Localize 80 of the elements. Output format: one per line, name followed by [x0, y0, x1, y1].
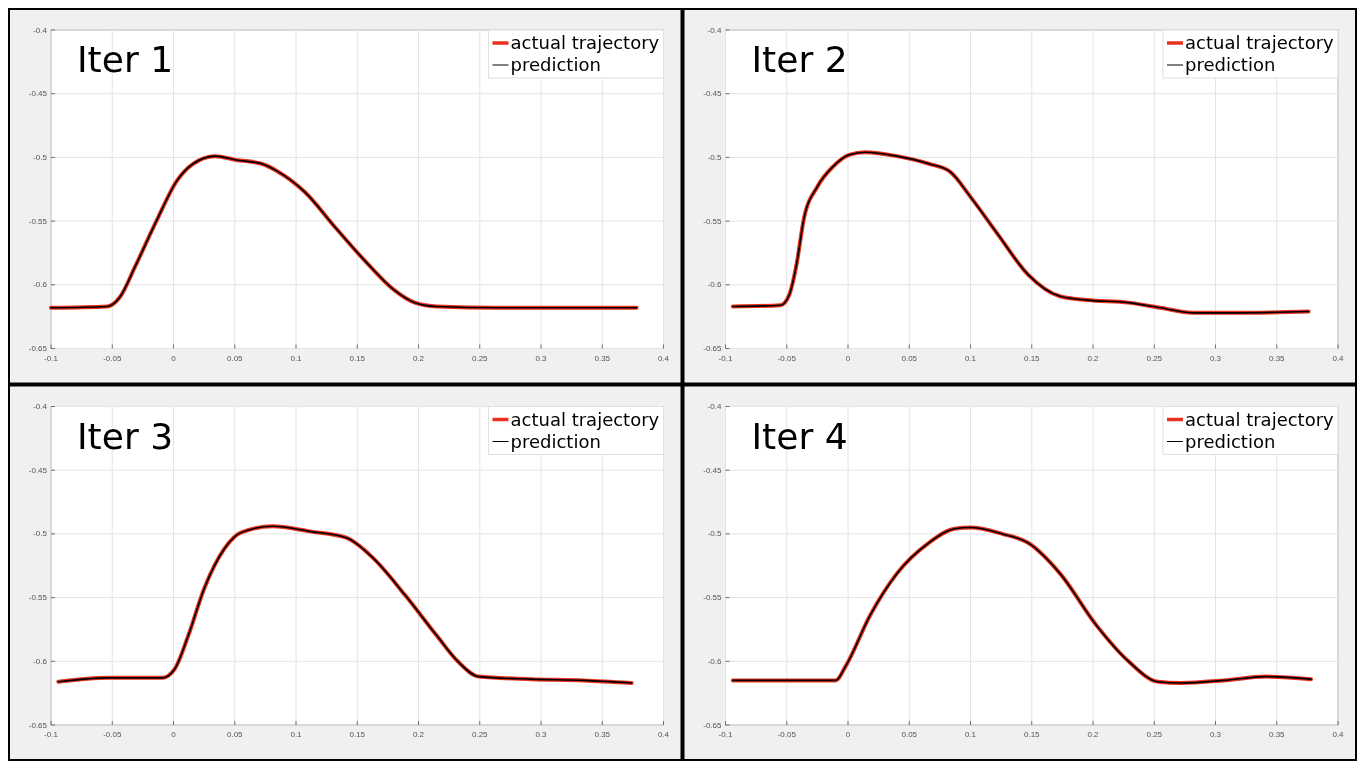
x-tick-label: 0: [845, 730, 851, 739]
x-tick-label: -0.05: [103, 353, 122, 363]
x-tick-label: 0.1: [964, 353, 977, 363]
y-tick-label: -0.5: [33, 152, 48, 162]
chart-title: Iter 4: [751, 415, 848, 457]
x-tick-label: 0.05: [901, 353, 918, 363]
x-tick-label: 0.4: [657, 730, 670, 739]
x-tick-label: 0.25: [1146, 353, 1163, 363]
legend-label: actual trajectory: [510, 32, 660, 54]
y-tick-label: -0.45: [28, 465, 48, 475]
y-tick-label: -0.65: [703, 344, 723, 354]
x-tick-label: -0.1: [718, 353, 733, 363]
x-tick-label: 0.05: [226, 730, 244, 739]
x-tick-label: 0.15: [1023, 353, 1041, 363]
x-tick-label: 0.3: [1209, 730, 1222, 739]
legend-label: actual trajectory: [510, 408, 660, 430]
y-tick-label: -0.65: [28, 720, 48, 730]
x-tick-label: 0.35: [1268, 353, 1286, 363]
x-tick-label: 0.2: [412, 730, 425, 739]
y-tick-label: -0.55: [703, 216, 723, 226]
x-tick-label: 0.4: [1332, 353, 1345, 363]
y-tick-label: -0.65: [703, 720, 723, 730]
y-tick-label: -0.4: [707, 25, 723, 35]
x-tick-label: 0.35: [594, 730, 611, 739]
x-tick-label: 0.15: [1023, 730, 1041, 739]
legend-label: prediction: [510, 430, 601, 452]
x-tick-label: -0.05: [777, 353, 797, 363]
x-tick-label: -0.1: [44, 353, 59, 363]
x-tick-label: 0.25: [471, 730, 489, 739]
y-tick-label: -0.4: [707, 402, 723, 412]
y-tick-label: -0.5: [707, 152, 723, 162]
x-tick-label: 0.4: [657, 353, 670, 363]
x-tick-label: 0.15: [349, 353, 366, 363]
chart-title: Iter 2: [751, 39, 848, 80]
x-tick-label: 0.35: [1268, 730, 1286, 739]
y-tick-label: -0.65: [28, 344, 48, 354]
x-tick-label: -0.05: [777, 730, 797, 739]
x-tick-label: 0.2: [1087, 353, 1100, 363]
x-tick-label: 0.25: [471, 353, 489, 363]
x-tick-label: 0.1: [964, 730, 977, 739]
x-tick-label: 0: [171, 730, 177, 739]
y-tick-label: -0.4: [33, 25, 48, 35]
x-tick-label: 0.35: [594, 353, 611, 363]
y-tick-label: -0.45: [28, 89, 48, 99]
y-tick-label: -0.45: [703, 89, 723, 99]
x-tick-label: 0.3: [535, 730, 548, 739]
x-tick-label: 0.4: [1332, 730, 1345, 739]
x-tick-label: -0.05: [103, 730, 122, 739]
chart-title: Iter 1: [77, 39, 174, 80]
legend-label: prediction: [1185, 430, 1276, 452]
x-tick-label: 0.05: [226, 353, 244, 363]
x-tick-label: 0: [845, 353, 851, 363]
x-tick-label: 0.15: [349, 730, 366, 739]
y-tick-label: -0.5: [707, 529, 723, 539]
y-tick-label: -0.55: [703, 593, 723, 603]
x-tick-label: -0.1: [44, 730, 59, 739]
y-tick-label: -0.55: [28, 216, 48, 226]
x-tick-label: 0.2: [1087, 730, 1100, 739]
y-tick-label: -0.6: [33, 656, 48, 666]
x-tick-label: 0.3: [1209, 353, 1222, 363]
legend-label: prediction: [510, 54, 601, 76]
y-tick-label: -0.6: [707, 656, 723, 666]
legend-label: actual trajectory: [1185, 408, 1335, 430]
y-tick-label: -0.55: [28, 593, 48, 603]
x-tick-label: -0.1: [718, 730, 733, 739]
x-tick-label: 0.25: [1146, 730, 1163, 739]
chart-title: Iter 3: [77, 415, 174, 457]
legend-label: prediction: [1185, 54, 1276, 76]
y-tick-label: -0.45: [703, 465, 723, 475]
y-tick-label: -0.6: [33, 280, 48, 290]
x-tick-label: 0.2: [412, 353, 425, 363]
x-tick-label: 0.3: [535, 353, 548, 363]
y-tick-label: -0.5: [33, 529, 48, 539]
legend-label: actual trajectory: [1185, 32, 1335, 54]
y-tick-label: -0.6: [707, 280, 723, 290]
y-tick-label: -0.4: [33, 402, 48, 412]
x-tick-label: 0.05: [901, 730, 918, 739]
x-tick-label: 0: [171, 353, 177, 363]
x-tick-label: 0.1: [290, 730, 303, 739]
x-tick-label: 0.1: [290, 353, 303, 363]
